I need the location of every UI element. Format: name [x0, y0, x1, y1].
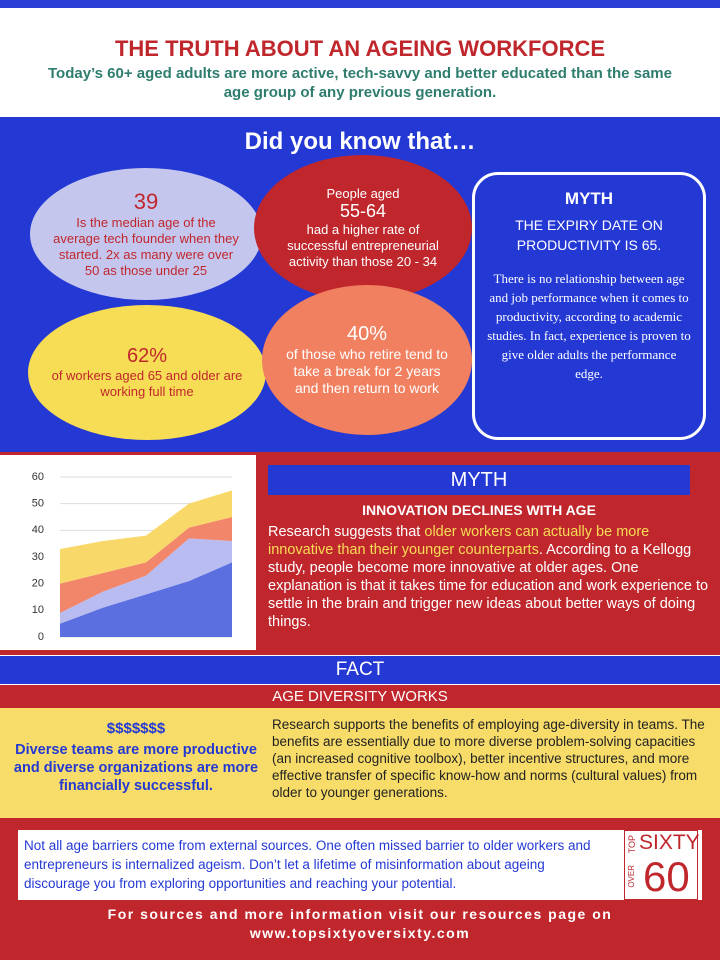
- myth-label: MYTH: [268, 465, 690, 495]
- fact-band: [0, 708, 720, 818]
- symbol: $$$$$$$: [106, 720, 166, 737]
- subtitle: Today’s 60+ aged adults are more active,…: [48, 65, 672, 101]
- footer-line: For sources and more information visit o…: [107, 906, 613, 922]
- top-stripe: [0, 0, 720, 8]
- fact-number: 62%: [126, 345, 168, 367]
- fact-number: 39: [133, 189, 159, 214]
- fact-bubble: 40% of those who retire tend to take a b…: [262, 285, 472, 435]
- fact-intro: People aged: [326, 186, 400, 201]
- myth-box: MYTH THE EXPIRY DATE ON PRODUCTIVITY IS …: [472, 172, 706, 440]
- fact-number: 55-64: [339, 201, 387, 221]
- footer-url: www.topsixtyoversixty.com: [249, 925, 471, 941]
- logo: TOP SIXTY OVER 60: [624, 830, 700, 900]
- text: Research suggests that: [268, 524, 425, 540]
- y-tick-label: 30: [32, 551, 44, 563]
- fact-text: of workers aged 65 and older are working…: [51, 368, 243, 399]
- fact-text: had a higher rate of successful entrepre…: [287, 222, 439, 269]
- section-heading: Did you know that…: [244, 128, 476, 155]
- myth-claim: THE EXPIRY DATE ON PRODUCTIVITY IS 65.: [515, 217, 663, 253]
- y-tick-label: 0: [38, 631, 44, 643]
- title: THE TRUTH ABOUT AN AGEING WORKFORCE: [114, 36, 606, 61]
- highlight: older workers can actually be more innov…: [268, 524, 650, 558]
- y-tick-label: 60: [32, 471, 44, 483]
- area: [60, 538, 232, 624]
- myth-text: There is no relationship between age and…: [487, 271, 691, 381]
- chart: 0 10 20 30 40 50 60: [0, 455, 256, 650]
- myth-text: Research suggests that older workers can…: [268, 523, 713, 631]
- area: [60, 490, 232, 584]
- myth-label: MYTH: [564, 189, 614, 208]
- y-tick-label: 50: [32, 498, 44, 510]
- note: Not all age barriers come from external …: [18, 830, 702, 900]
- logo-top: TOP: [627, 835, 637, 854]
- fact-bubble: People aged 55-64 had a higher rate of s…: [254, 155, 472, 301]
- fact-text: Is the median age of the average tech fo…: [53, 215, 239, 278]
- area: [60, 562, 232, 637]
- fact-claim: Diverse teams are more productive and di…: [13, 742, 259, 794]
- logo-over: OVER: [627, 865, 636, 888]
- fact-text: Research supports the benefits of employ…: [272, 717, 705, 800]
- area: [60, 517, 232, 613]
- logo-number: 60: [643, 853, 690, 900]
- myth-claim: INNOVATION DECLINES WITH AGE: [362, 502, 596, 518]
- fact-bubble: 62% of workers aged 65 and older are wor…: [28, 305, 266, 440]
- text: . According to a Kellogg study, people b…: [268, 542, 709, 630]
- fact-heading: AGE DIVERSITY WORKS: [0, 685, 720, 708]
- fact-bubble: 39 Is the median age of the average tech…: [30, 168, 262, 300]
- y-tick-label: 20: [32, 578, 44, 590]
- fact-claim-box: $$$$$$$ Diverse teams are more productiv…: [10, 720, 262, 795]
- fact-number: 40%: [346, 323, 388, 345]
- fact-text: of those who retire tend to take a break…: [286, 346, 448, 396]
- y-tick-label: 10: [32, 604, 44, 616]
- y-tick-label: 40: [32, 524, 44, 536]
- logo-sixty: SIXTY: [639, 831, 700, 854]
- fact-label: FACT: [0, 656, 720, 684]
